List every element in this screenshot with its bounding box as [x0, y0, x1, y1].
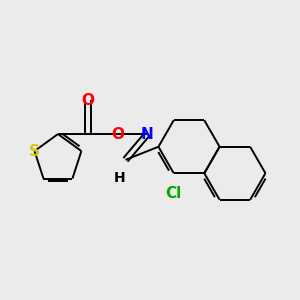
Text: S: S: [29, 144, 40, 159]
Text: O: O: [111, 127, 124, 142]
Text: N: N: [141, 127, 154, 142]
Text: O: O: [81, 93, 94, 108]
Text: Cl: Cl: [166, 186, 182, 201]
Text: H: H: [114, 171, 125, 185]
